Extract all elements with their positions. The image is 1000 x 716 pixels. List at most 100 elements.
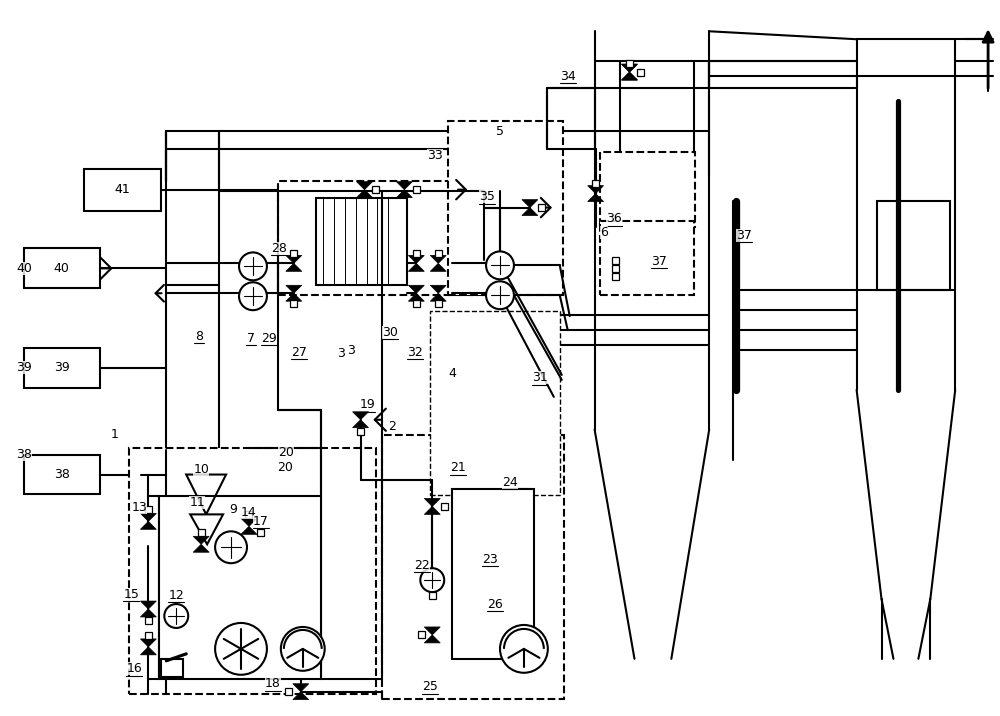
Circle shape: [239, 282, 267, 310]
Bar: [159, 496, 321, 679]
Text: 41: 41: [115, 183, 130, 196]
Text: 6: 6: [600, 226, 608, 239]
Bar: [372, 186, 379, 193]
Polygon shape: [396, 190, 412, 198]
Polygon shape: [286, 256, 302, 263]
Polygon shape: [286, 263, 302, 271]
Bar: [626, 59, 633, 67]
Bar: [24, 248, 100, 289]
Polygon shape: [424, 498, 440, 506]
Circle shape: [215, 623, 267, 674]
Text: 17: 17: [253, 515, 269, 528]
Bar: [129, 448, 376, 694]
Bar: [290, 300, 297, 306]
Text: 11: 11: [189, 496, 205, 509]
Circle shape: [500, 625, 548, 673]
Circle shape: [420, 569, 444, 592]
Bar: [538, 204, 545, 211]
Polygon shape: [408, 294, 424, 301]
Polygon shape: [622, 72, 637, 80]
Polygon shape: [430, 263, 446, 271]
Text: 20: 20: [278, 446, 294, 459]
Text: 10: 10: [193, 463, 209, 476]
Text: 2: 2: [388, 420, 396, 433]
Polygon shape: [588, 185, 604, 193]
Bar: [24, 455, 100, 495]
Polygon shape: [622, 64, 637, 72]
Polygon shape: [293, 692, 309, 700]
Polygon shape: [353, 412, 369, 420]
Bar: [612, 257, 619, 264]
Text: 27: 27: [291, 346, 307, 359]
Bar: [600, 221, 694, 295]
Circle shape: [164, 604, 188, 628]
Polygon shape: [408, 256, 424, 263]
Bar: [145, 632, 152, 639]
Bar: [600, 152, 695, 226]
Bar: [592, 180, 599, 187]
Text: 16: 16: [127, 662, 142, 675]
Text: 29: 29: [261, 332, 277, 344]
Text: 38: 38: [54, 468, 70, 481]
Text: 35: 35: [479, 190, 495, 203]
Text: 3: 3: [337, 347, 345, 359]
Text: 18: 18: [265, 677, 281, 690]
Polygon shape: [357, 190, 372, 198]
Text: 33: 33: [427, 150, 443, 163]
Bar: [278, 180, 507, 295]
Text: 24: 24: [502, 476, 518, 489]
Text: 14: 14: [241, 506, 257, 519]
Bar: [257, 529, 264, 536]
Text: 30: 30: [382, 326, 398, 339]
Text: 5: 5: [496, 125, 504, 138]
Text: 31: 31: [532, 372, 548, 384]
Polygon shape: [430, 285, 446, 294]
Text: 28: 28: [271, 242, 287, 255]
Polygon shape: [193, 544, 209, 552]
Text: 12: 12: [168, 589, 184, 601]
Text: 20: 20: [277, 461, 293, 474]
Polygon shape: [424, 506, 440, 514]
Polygon shape: [140, 639, 156, 647]
Text: 3: 3: [347, 344, 355, 357]
Polygon shape: [140, 521, 156, 529]
Text: 40: 40: [54, 262, 70, 275]
Bar: [316, 198, 407, 285]
Polygon shape: [622, 64, 637, 72]
Bar: [429, 591, 436, 599]
Polygon shape: [286, 285, 302, 294]
Text: 13: 13: [132, 501, 147, 514]
Circle shape: [239, 253, 267, 280]
Bar: [612, 273, 619, 280]
Polygon shape: [408, 263, 424, 271]
Polygon shape: [293, 684, 309, 692]
Polygon shape: [430, 294, 446, 301]
Text: 21: 21: [450, 461, 466, 474]
Bar: [145, 506, 152, 513]
Bar: [452, 490, 534, 659]
Polygon shape: [140, 647, 156, 655]
Text: 9: 9: [229, 503, 237, 516]
Bar: [382, 435, 564, 699]
Bar: [145, 617, 152, 624]
Text: 39: 39: [16, 362, 32, 374]
Polygon shape: [241, 526, 257, 534]
Text: 39: 39: [54, 362, 70, 374]
Polygon shape: [430, 256, 446, 263]
Text: 37: 37: [736, 229, 752, 242]
Text: 22: 22: [414, 558, 430, 571]
Text: 41: 41: [115, 183, 130, 196]
Text: 1: 1: [111, 428, 118, 441]
Bar: [435, 300, 442, 306]
Text: 26: 26: [487, 598, 503, 611]
Bar: [430, 311, 560, 495]
Polygon shape: [357, 182, 372, 190]
Polygon shape: [140, 601, 156, 609]
Polygon shape: [588, 193, 604, 202]
Text: 4: 4: [448, 367, 456, 380]
Polygon shape: [286, 294, 302, 301]
Circle shape: [486, 251, 514, 279]
Bar: [413, 186, 420, 193]
Bar: [418, 632, 425, 639]
Bar: [84, 169, 161, 211]
